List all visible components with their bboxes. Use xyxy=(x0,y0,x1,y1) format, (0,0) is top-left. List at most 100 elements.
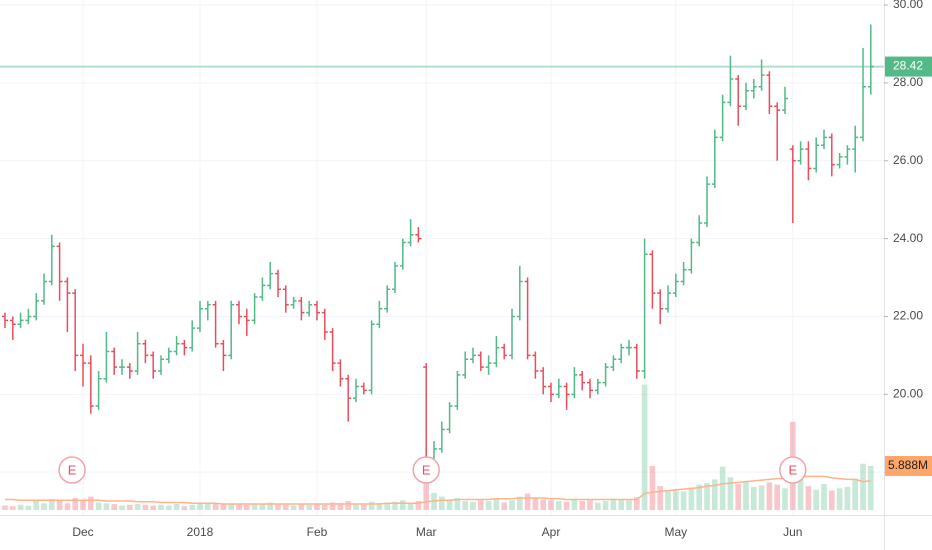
ohlc-bar xyxy=(688,238,695,274)
volume-bar xyxy=(485,501,492,510)
volume-bar xyxy=(727,477,734,510)
ohlc-bar xyxy=(867,24,874,95)
ohlc-bar xyxy=(696,215,703,247)
price-axis-bg xyxy=(884,0,932,515)
volume-bar xyxy=(181,506,188,510)
ohlc-bar xyxy=(828,133,835,177)
volume-bar xyxy=(353,504,359,510)
volume-bar xyxy=(704,483,710,510)
ohlc-bar xyxy=(80,343,86,387)
ohlc-bar xyxy=(446,402,453,434)
volume-bar xyxy=(665,490,671,510)
ohlc-bar xyxy=(516,265,523,321)
volume-bar xyxy=(836,488,843,510)
ohlc-bar xyxy=(789,145,796,224)
volume-bar xyxy=(244,504,250,510)
volume-ma-line xyxy=(5,475,871,505)
ohlc-bar xyxy=(41,273,47,305)
volume-bar xyxy=(493,498,500,510)
volume-bar xyxy=(376,503,383,510)
ohlc-bar xyxy=(501,343,508,360)
ohlc-bar xyxy=(368,320,375,395)
volume-bar xyxy=(829,490,835,510)
ohlc-bar xyxy=(243,308,250,336)
last-volume-box xyxy=(885,456,932,477)
ohlc-bar xyxy=(423,363,430,473)
ohlc-bar xyxy=(524,277,531,360)
ohlc-bar xyxy=(672,273,679,298)
ohlc-bar xyxy=(72,289,79,371)
volume-bar xyxy=(56,500,63,510)
volume-bar xyxy=(72,498,78,510)
ohlc-bar xyxy=(298,297,305,321)
ohlc-bar xyxy=(852,125,859,173)
ohlc-bar xyxy=(353,378,359,403)
volume-bar xyxy=(844,486,851,510)
last-volume-label: 5.888M xyxy=(888,458,928,472)
ohlc-bar xyxy=(251,293,258,325)
volume-bar xyxy=(173,504,180,510)
ohlc-bar xyxy=(438,421,445,453)
volume-bar xyxy=(236,504,242,510)
ohlc-bar xyxy=(509,308,515,360)
volume-bar xyxy=(25,505,32,510)
volume-bar xyxy=(10,506,16,510)
volume-bar xyxy=(283,504,289,510)
volume-bar xyxy=(524,493,531,510)
volume-bar xyxy=(688,487,695,510)
volume-bar xyxy=(579,501,585,510)
volume-bar xyxy=(49,498,55,510)
ohlc-bar xyxy=(173,335,180,356)
ohlc-bar xyxy=(555,378,562,399)
volume-bar xyxy=(95,502,102,510)
volume-bar xyxy=(470,501,476,510)
volume-bar xyxy=(392,501,398,510)
ohlc-bar xyxy=(337,359,344,387)
volume-bar xyxy=(478,500,484,510)
volume-bar xyxy=(610,498,617,510)
ohlc-bar xyxy=(477,351,484,371)
volume-bar xyxy=(400,500,406,510)
ohlc-bar xyxy=(618,343,625,364)
ohlc-bar xyxy=(649,250,656,309)
volume-bar xyxy=(384,502,390,510)
volume-bar xyxy=(634,497,640,510)
volume-bar xyxy=(696,484,702,510)
ohlc-bar xyxy=(119,359,125,375)
volume-bar xyxy=(103,503,110,510)
volume-bar xyxy=(860,463,866,510)
earnings-marker xyxy=(58,456,86,484)
last-price-box xyxy=(885,56,932,77)
ohlc-bar xyxy=(813,137,820,173)
ohlc-bar xyxy=(711,129,718,189)
volume-bar xyxy=(852,478,858,510)
earnings-marker xyxy=(779,456,807,484)
volume-bar xyxy=(501,502,507,510)
volume-bar xyxy=(64,503,71,510)
volume-bar xyxy=(618,499,624,510)
ohlc-bar xyxy=(189,320,196,352)
volume-bar xyxy=(298,504,305,510)
ohlc-bar xyxy=(126,363,133,379)
ohlc-bar xyxy=(399,238,406,270)
ohlc-bar xyxy=(743,82,749,111)
ohlc-bar xyxy=(181,339,188,356)
volume-bar xyxy=(626,500,632,510)
ohlc-bar xyxy=(485,355,492,375)
ohlc-bar xyxy=(641,238,648,379)
ohlc-bar xyxy=(345,374,352,422)
volume-bar xyxy=(314,504,320,510)
ohlc-bar xyxy=(462,351,469,379)
ohlc-bar xyxy=(774,102,781,161)
volume-bar xyxy=(540,499,546,510)
ohlc-bar xyxy=(95,370,102,410)
ohlc-bar xyxy=(259,277,266,301)
ohlc-bar xyxy=(103,332,110,383)
volume-bar xyxy=(563,501,570,510)
volume-bar xyxy=(41,503,47,510)
volume-bar xyxy=(197,503,203,510)
volume-bar xyxy=(712,479,718,510)
ohlc-bar xyxy=(142,339,149,364)
ohlc-bar xyxy=(2,312,8,329)
